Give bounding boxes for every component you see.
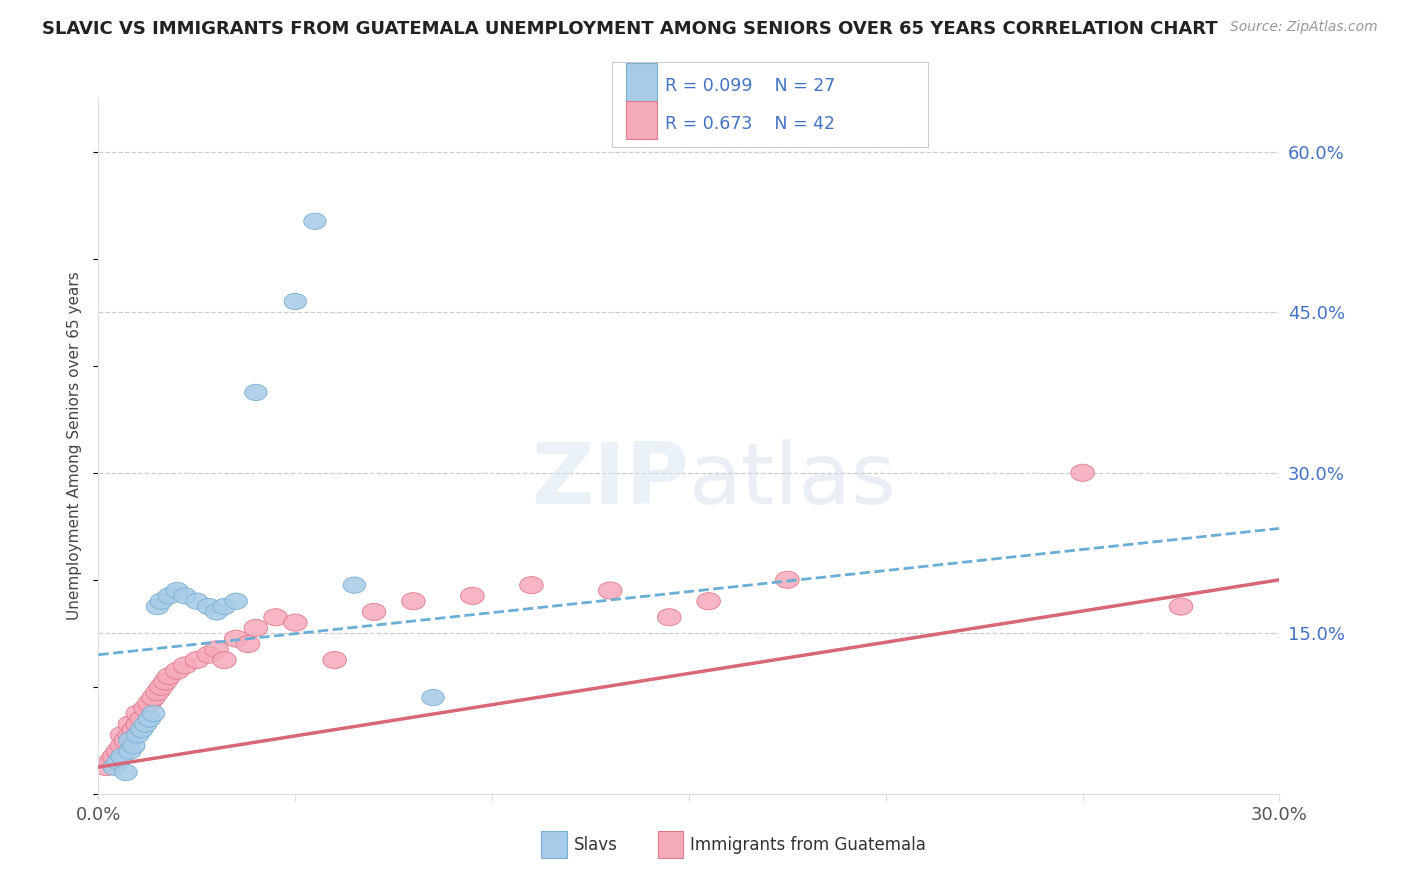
Ellipse shape bbox=[150, 593, 173, 609]
Text: SLAVIC VS IMMIGRANTS FROM GUATEMALA UNEMPLOYMENT AMONG SENIORS OVER 65 YEARS COR: SLAVIC VS IMMIGRANTS FROM GUATEMALA UNEM… bbox=[42, 20, 1218, 37]
Ellipse shape bbox=[284, 293, 307, 310]
Ellipse shape bbox=[138, 711, 160, 727]
Ellipse shape bbox=[94, 758, 118, 776]
Ellipse shape bbox=[118, 743, 141, 759]
Ellipse shape bbox=[205, 640, 228, 658]
Ellipse shape bbox=[1170, 598, 1192, 615]
Ellipse shape bbox=[304, 213, 326, 229]
Ellipse shape bbox=[129, 710, 153, 728]
Ellipse shape bbox=[146, 599, 169, 615]
Y-axis label: Unemployment Among Seniors over 65 years: Unemployment Among Seniors over 65 years bbox=[67, 272, 83, 620]
Ellipse shape bbox=[212, 651, 236, 669]
Ellipse shape bbox=[127, 705, 149, 723]
Ellipse shape bbox=[174, 588, 197, 604]
Ellipse shape bbox=[166, 662, 188, 680]
Ellipse shape bbox=[146, 683, 169, 701]
Ellipse shape bbox=[264, 608, 287, 626]
Ellipse shape bbox=[118, 732, 141, 748]
Ellipse shape bbox=[323, 651, 346, 669]
Text: R = 0.099    N = 27: R = 0.099 N = 27 bbox=[665, 78, 835, 95]
Ellipse shape bbox=[107, 754, 129, 770]
Ellipse shape bbox=[131, 722, 153, 738]
Ellipse shape bbox=[599, 582, 621, 599]
Ellipse shape bbox=[157, 667, 181, 685]
Ellipse shape bbox=[122, 738, 145, 754]
Ellipse shape bbox=[284, 614, 307, 632]
Ellipse shape bbox=[225, 630, 247, 648]
Ellipse shape bbox=[1071, 464, 1094, 482]
Ellipse shape bbox=[197, 646, 221, 664]
Ellipse shape bbox=[118, 715, 142, 733]
Ellipse shape bbox=[127, 715, 149, 733]
Ellipse shape bbox=[135, 716, 157, 732]
Text: atlas: atlas bbox=[689, 439, 897, 523]
Ellipse shape bbox=[110, 726, 134, 744]
Ellipse shape bbox=[103, 759, 125, 775]
Ellipse shape bbox=[363, 603, 385, 621]
Ellipse shape bbox=[236, 635, 260, 653]
Text: ZIP: ZIP bbox=[531, 439, 689, 523]
Ellipse shape bbox=[111, 748, 134, 764]
Ellipse shape bbox=[166, 582, 188, 599]
Ellipse shape bbox=[142, 706, 165, 722]
Ellipse shape bbox=[186, 593, 208, 609]
Ellipse shape bbox=[122, 721, 146, 739]
Ellipse shape bbox=[658, 608, 681, 626]
Ellipse shape bbox=[149, 678, 173, 696]
Ellipse shape bbox=[110, 737, 134, 755]
Ellipse shape bbox=[142, 689, 166, 706]
Ellipse shape bbox=[153, 673, 177, 690]
Ellipse shape bbox=[197, 599, 219, 615]
Ellipse shape bbox=[225, 593, 247, 609]
Ellipse shape bbox=[138, 694, 162, 712]
Ellipse shape bbox=[402, 592, 425, 610]
Ellipse shape bbox=[343, 577, 366, 593]
Ellipse shape bbox=[205, 604, 228, 620]
Ellipse shape bbox=[127, 727, 149, 743]
Ellipse shape bbox=[461, 587, 484, 605]
Text: R = 0.673    N = 42: R = 0.673 N = 42 bbox=[665, 115, 835, 133]
Ellipse shape bbox=[214, 599, 236, 615]
Ellipse shape bbox=[107, 742, 129, 760]
Ellipse shape bbox=[118, 726, 142, 744]
Ellipse shape bbox=[134, 699, 157, 717]
Ellipse shape bbox=[520, 576, 543, 594]
Ellipse shape bbox=[697, 592, 720, 610]
Ellipse shape bbox=[422, 690, 444, 706]
Ellipse shape bbox=[157, 588, 180, 604]
Text: Source: ZipAtlas.com: Source: ZipAtlas.com bbox=[1230, 20, 1378, 34]
Ellipse shape bbox=[186, 651, 208, 669]
Ellipse shape bbox=[776, 571, 799, 589]
Ellipse shape bbox=[245, 619, 267, 637]
Ellipse shape bbox=[115, 764, 138, 780]
Text: Slavs: Slavs bbox=[574, 836, 617, 854]
Ellipse shape bbox=[114, 731, 138, 749]
Ellipse shape bbox=[98, 753, 122, 771]
Text: Immigrants from Guatemala: Immigrants from Guatemala bbox=[690, 836, 927, 854]
Ellipse shape bbox=[173, 657, 197, 674]
Ellipse shape bbox=[245, 384, 267, 401]
Ellipse shape bbox=[103, 747, 127, 765]
